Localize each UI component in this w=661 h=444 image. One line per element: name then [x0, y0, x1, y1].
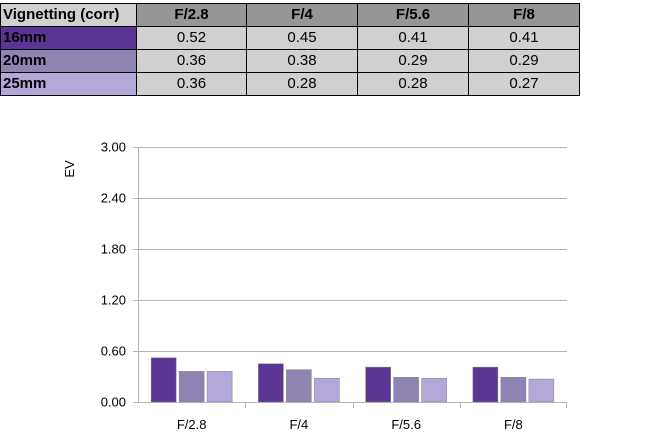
column-header: F/8	[468, 3, 580, 27]
bar-25mm-F56	[421, 377, 447, 403]
table-corner-label: Vignetting (corr)	[0, 3, 137, 27]
bars	[150, 357, 555, 403]
bar-20mm-F56	[393, 377, 419, 403]
table-cell: 0.28	[357, 72, 469, 96]
bar-16mm-F8	[472, 366, 499, 403]
table-cell: 0.36	[136, 72, 247, 96]
row-label: 20mm	[0, 49, 137, 73]
y-axis-label: EV	[62, 160, 77, 178]
table-cell: 0.52	[136, 26, 247, 50]
x-tick-label: F/5.6	[391, 417, 421, 432]
bar-16mm-F56	[365, 366, 391, 403]
bar-20mm-F4	[286, 369, 312, 403]
table-row: 20mm 0.36 0.38 0.29 0.29	[0, 49, 580, 73]
x-tick-label: F/4	[289, 417, 308, 432]
row-label: 25mm	[0, 72, 137, 96]
bar-25mm-F28	[206, 371, 233, 403]
y-tick-label: 0.60	[101, 344, 126, 359]
y-tick-label: 2.40	[101, 191, 126, 206]
y-tick-label: 1.80	[101, 242, 126, 257]
grid-lines	[133, 147, 567, 403]
table-cell: 0.41	[468, 26, 580, 50]
table-cell: 0.38	[246, 49, 358, 73]
y-tick-label: 3.00	[101, 140, 126, 155]
bar-20mm-F28	[178, 371, 205, 403]
table-cell: 0.36	[136, 49, 247, 73]
x-tick-label: F/2.8	[177, 417, 207, 432]
x-tick-label: F/8	[504, 417, 523, 432]
bar-16mm-F28	[150, 357, 177, 403]
bar-25mm-F8	[528, 378, 555, 403]
table-cell: 0.41	[357, 26, 469, 50]
bar-16mm-F4	[258, 363, 284, 403]
table-cell: 0.27	[468, 72, 580, 96]
table-cell: 0.29	[357, 49, 469, 73]
table-row: 25mm 0.36 0.28 0.28 0.27	[0, 72, 580, 96]
axes	[138, 147, 567, 408]
y-tick-labels: 0.00 0.60 1.20 1.80 2.40 3.00	[101, 140, 126, 410]
column-header: F/5.6	[357, 3, 469, 27]
table-header-row: Vignetting (corr) F/2.8 F/4 F/5.6 F/8	[0, 3, 580, 27]
bar-20mm-F8	[500, 377, 527, 403]
bar-25mm-F4	[314, 377, 340, 403]
x-tick-labels: F/2.8 F/4 F/5.6 F/8	[177, 417, 523, 432]
y-tick-label: 1.20	[101, 293, 126, 308]
table-cell: 0.29	[468, 49, 580, 73]
y-tick-label: 0.00	[101, 395, 126, 410]
vignetting-table: Vignetting (corr) F/2.8 F/4 F/5.6 F/8 16…	[0, 3, 580, 96]
